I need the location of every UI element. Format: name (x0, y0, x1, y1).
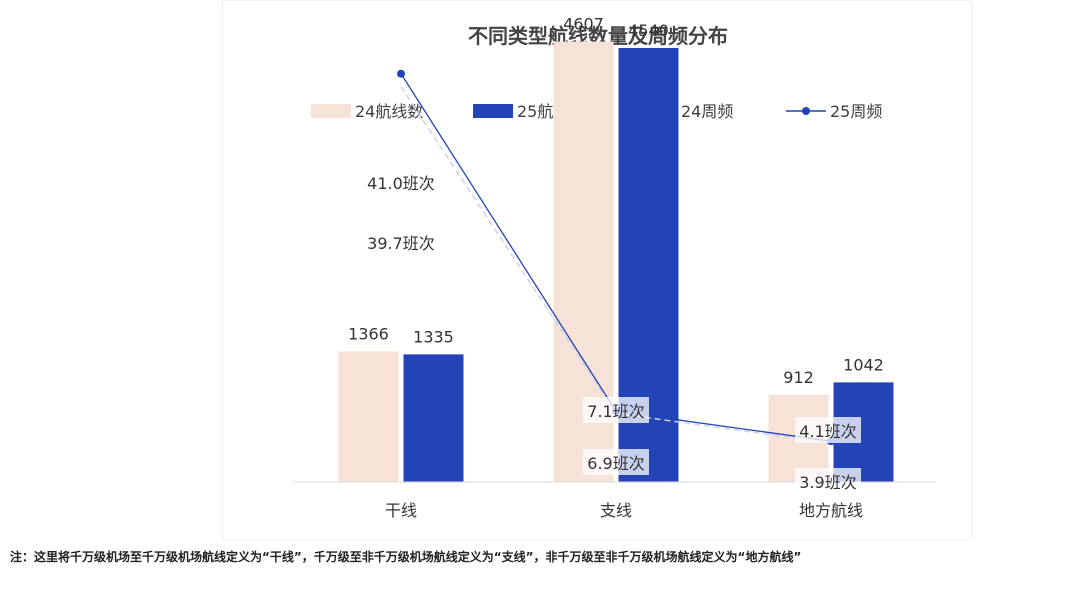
bar-value-label: 4607 (563, 15, 604, 34)
bar-24-0 (338, 351, 399, 482)
line-25-label-1-text: 7.1班次 (587, 402, 644, 421)
line-24-label-2-bg (795, 468, 861, 494)
category-label: 干线 (385, 501, 417, 520)
line-25-label-1: 7.1班次 (583, 397, 649, 423)
line-25-point-0 (397, 69, 405, 78)
line-25-freq (400, 73, 832, 442)
line-24-label-0-text: 39.7班次 (367, 234, 435, 253)
line-24-label-2-text: 3.9班次 (799, 473, 856, 492)
line-25-label-0: 41.0班次 (367, 174, 435, 193)
line-24-label-2: 3.9班次 (795, 468, 861, 494)
bar-value-label: 912 (783, 368, 814, 387)
line-24-label-1-text: 6.9班次 (587, 454, 644, 473)
bar-value-label: 1366 (348, 324, 389, 343)
legend-2-label: 24周频 (681, 102, 733, 121)
line-25-label-2-bg (795, 417, 861, 443)
line-25-label-2-text: 4.1班次 (799, 422, 856, 441)
legend-3-marker (802, 107, 810, 115)
chart-panel: 不同类型航线数量及周频分布 24航线数 25航线数 24周频 25周频 1366 460… (222, 0, 972, 540)
line-24-label-1-bg (583, 449, 649, 475)
bar-25-0 (403, 354, 464, 482)
bar-value-label: 4540 (628, 21, 669, 40)
category-label: 地方航线 (799, 501, 863, 520)
footnote: 注：这里将千万级机场至千万级机场航线定义为“干线”，千万级至非千万级机场航线定义… (10, 550, 802, 564)
line-24-label-1: 6.9班次 (583, 449, 649, 475)
bar-value-label: 1042 (843, 355, 884, 374)
combo-chart: 不同类型航线数量及周频分布 24航线数 25航线数 24周频 25周频 1366460… (293, 15, 936, 520)
bar-value-label: 1335 (413, 327, 454, 346)
category-label: 支线 (600, 501, 632, 520)
line-24-label-0: 39.7班次 (367, 234, 435, 253)
legend-0-label: 24航线数 (355, 102, 423, 121)
legend-0-swatch (311, 104, 351, 118)
line-25-label-1-bg (583, 397, 649, 423)
legend-1-swatch (473, 104, 513, 118)
data-labels: 1366 4607 912 1335 4540 1042 41.0班次 7.1班次 4.1班次 3… (348, 15, 884, 494)
category-axis-labels: 干线 支线 地方航线 (385, 501, 863, 520)
line-24-freq (400, 86, 832, 444)
line-25-label-2: 4.1班次 (795, 417, 861, 443)
chart-legend: 24航线数 25航线数 24周频 25周频 (311, 102, 882, 121)
legend-3-label: 25周频 (830, 102, 882, 121)
line-25-label-0-text: 41.0班次 (367, 174, 435, 193)
